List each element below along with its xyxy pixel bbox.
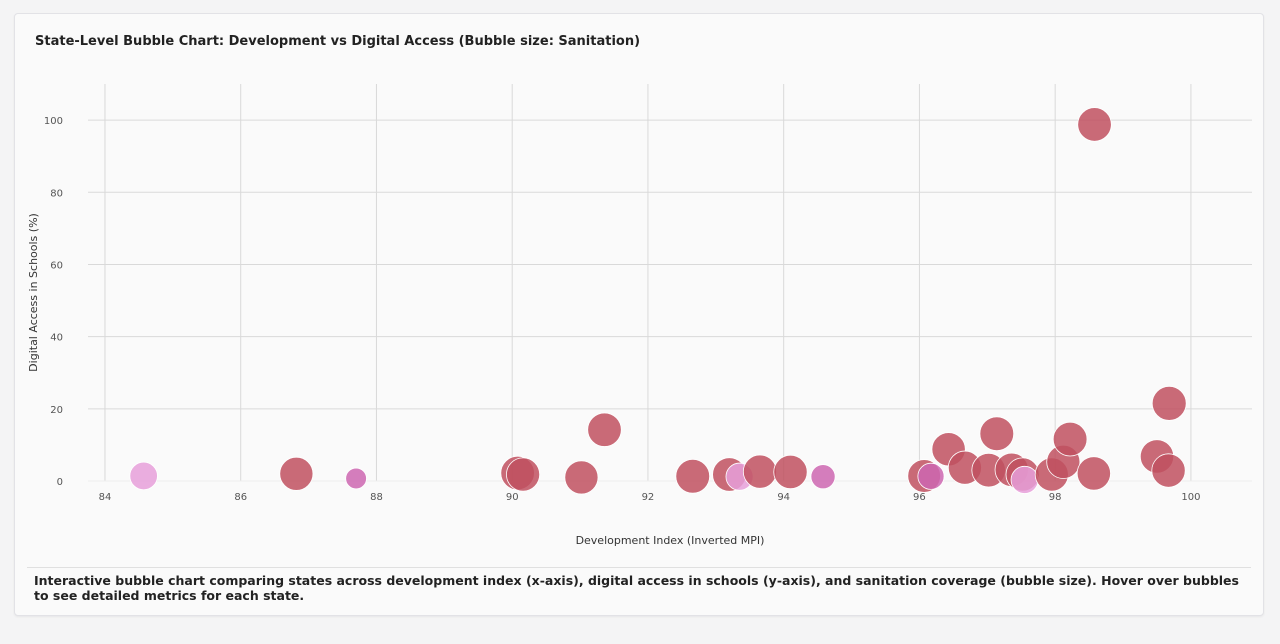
bubble[interactable] bbox=[1077, 107, 1112, 142]
grid-lines bbox=[88, 84, 1252, 482]
bubble[interactable] bbox=[675, 459, 711, 494]
divider bbox=[27, 567, 1251, 568]
bubble[interactable] bbox=[1052, 421, 1088, 457]
bubble[interactable] bbox=[564, 460, 599, 495]
x-tick-label: 100 bbox=[1181, 492, 1200, 503]
bubble[interactable] bbox=[345, 467, 367, 490]
x-tick-label: 94 bbox=[777, 492, 790, 503]
chart-card: State-Level Bubble Chart: Development vs… bbox=[14, 13, 1264, 616]
y-tick-label: 0 bbox=[57, 477, 63, 488]
x-tick-label: 90 bbox=[506, 492, 519, 503]
bubble[interactable] bbox=[506, 457, 541, 492]
bubble[interactable] bbox=[917, 462, 945, 490]
x-tick-label: 92 bbox=[642, 492, 655, 503]
x-axis-label: Development Index (Inverted MPI) bbox=[576, 534, 765, 547]
chart-title: State-Level Bubble Chart: Development vs… bbox=[35, 34, 641, 49]
y-tick-label: 60 bbox=[50, 260, 63, 271]
bubble[interactable] bbox=[279, 456, 314, 491]
y-tick-label: 40 bbox=[50, 333, 63, 344]
bubble[interactable] bbox=[1076, 456, 1111, 491]
bubble[interactable] bbox=[1010, 465, 1039, 494]
x-tick-label: 84 bbox=[99, 492, 112, 503]
bubble[interactable] bbox=[810, 464, 836, 490]
y-axis-label: Digital Access in Schools (%) bbox=[27, 213, 40, 372]
chart-caption: Interactive bubble chart comparing state… bbox=[34, 573, 1239, 603]
bubble[interactable] bbox=[742, 454, 777, 489]
bubble[interactable] bbox=[129, 461, 158, 491]
bubble-chart: 84 86 88 90 92 94 96 98 100 0 20 40 60 80 100 Develop… bbox=[27, 84, 1252, 547]
bubble[interactable] bbox=[1151, 386, 1187, 421]
y-tick-label: 100 bbox=[44, 116, 63, 127]
bubbles bbox=[129, 107, 1187, 495]
y-tick-label: 20 bbox=[50, 405, 63, 416]
x-tick-label: 96 bbox=[913, 492, 926, 503]
y-axis-ticks: 0 20 40 60 80 100 bbox=[44, 116, 63, 488]
bubble[interactable] bbox=[587, 412, 622, 447]
bubble[interactable] bbox=[979, 416, 1015, 452]
y-tick-label: 80 bbox=[50, 188, 63, 199]
x-tick-label: 88 bbox=[370, 492, 383, 503]
bubble[interactable] bbox=[773, 454, 808, 490]
x-tick-label: 86 bbox=[234, 492, 247, 503]
x-tick-label: 98 bbox=[1049, 492, 1062, 503]
bubble[interactable] bbox=[1151, 453, 1186, 488]
x-axis-ticks: 84 86 88 90 92 94 96 98 100 bbox=[99, 492, 1201, 503]
